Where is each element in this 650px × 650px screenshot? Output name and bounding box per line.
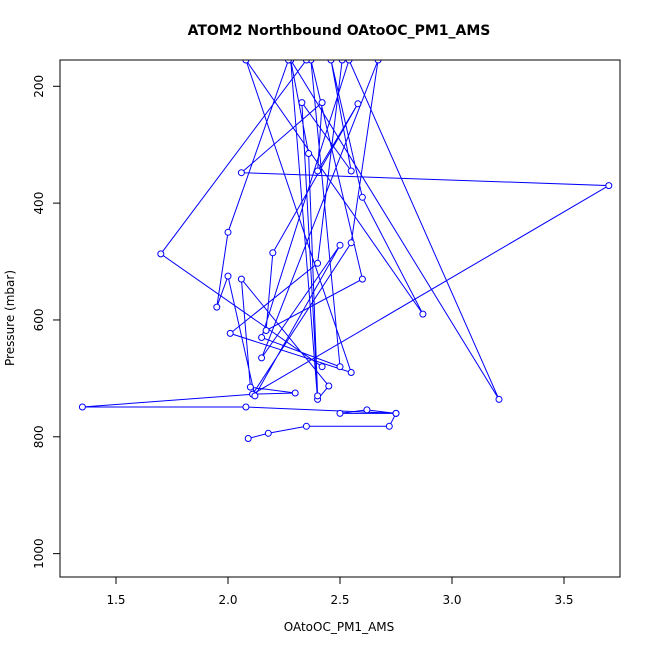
x-tick-label: 2.5 bbox=[330, 593, 349, 607]
data-point bbox=[302, 422, 310, 430]
data-point bbox=[298, 99, 306, 107]
data-point bbox=[336, 409, 344, 417]
data-point bbox=[285, 60, 292, 64]
x-tick-label: 2.0 bbox=[218, 593, 237, 607]
data-point bbox=[237, 275, 245, 283]
x-tick-label: 3.0 bbox=[442, 593, 461, 607]
data-point bbox=[385, 422, 393, 430]
data-point bbox=[314, 259, 322, 267]
data-point bbox=[157, 250, 165, 258]
data-point bbox=[392, 409, 400, 417]
data-point bbox=[242, 403, 250, 411]
data-point bbox=[325, 382, 333, 390]
data-point bbox=[258, 354, 266, 362]
data-point bbox=[419, 310, 427, 318]
data-point bbox=[237, 169, 245, 177]
y-tick-label: 600 bbox=[32, 309, 46, 332]
data-point bbox=[605, 182, 613, 190]
data-point bbox=[358, 193, 366, 201]
data-point bbox=[224, 272, 232, 280]
data-point bbox=[213, 303, 221, 311]
data-point bbox=[264, 429, 272, 437]
y-tick-label: 1000 bbox=[32, 538, 46, 569]
chart-title: ATOM2 Northbound OAtoOC_PM1_AMS bbox=[188, 23, 491, 39]
data-point bbox=[251, 392, 259, 400]
data-point bbox=[363, 406, 371, 414]
data-point bbox=[291, 389, 299, 397]
data-point bbox=[302, 60, 310, 64]
data-point bbox=[314, 167, 322, 175]
data-point bbox=[374, 60, 382, 64]
data-point bbox=[318, 99, 326, 107]
data-point bbox=[327, 60, 335, 64]
x-axis: 1.5 2.0 2.5 3.0 3.5 bbox=[106, 577, 574, 607]
x-tick-label: 3.5 bbox=[554, 593, 573, 607]
data-point bbox=[314, 392, 322, 400]
data-point bbox=[262, 327, 270, 334]
plot-frame bbox=[59, 59, 621, 578]
series-line bbox=[82, 60, 611, 439]
y-axis: 200 400 600 800 1000 bbox=[32, 75, 60, 569]
data-point bbox=[336, 363, 344, 371]
data-point bbox=[269, 249, 277, 257]
data-point bbox=[345, 60, 353, 64]
data-point bbox=[354, 100, 362, 108]
x-axis-label: OAtoOC_PM1_AMS bbox=[284, 620, 395, 634]
plot-area bbox=[78, 60, 613, 442]
data-point bbox=[338, 60, 346, 64]
data-point bbox=[495, 395, 503, 403]
data-point bbox=[78, 403, 86, 411]
data-point bbox=[347, 369, 355, 376]
y-tick-label: 400 bbox=[32, 192, 46, 215]
data-point bbox=[336, 241, 344, 249]
data-point bbox=[246, 383, 254, 391]
data-point bbox=[242, 60, 250, 64]
data-point bbox=[358, 275, 366, 283]
data-point bbox=[305, 150, 313, 157]
y-tick-label: 800 bbox=[32, 425, 46, 448]
data-point bbox=[347, 167, 355, 175]
y-axis-label: Pressure (mbar) bbox=[3, 270, 17, 366]
data-point bbox=[224, 228, 232, 236]
data-point bbox=[258, 334, 266, 341]
data-point bbox=[226, 329, 234, 337]
data-point bbox=[347, 239, 355, 247]
data-point bbox=[318, 363, 326, 371]
x-tick-label: 1.5 bbox=[106, 593, 125, 607]
y-tick-label: 200 bbox=[32, 75, 46, 98]
data-point bbox=[244, 435, 252, 442]
